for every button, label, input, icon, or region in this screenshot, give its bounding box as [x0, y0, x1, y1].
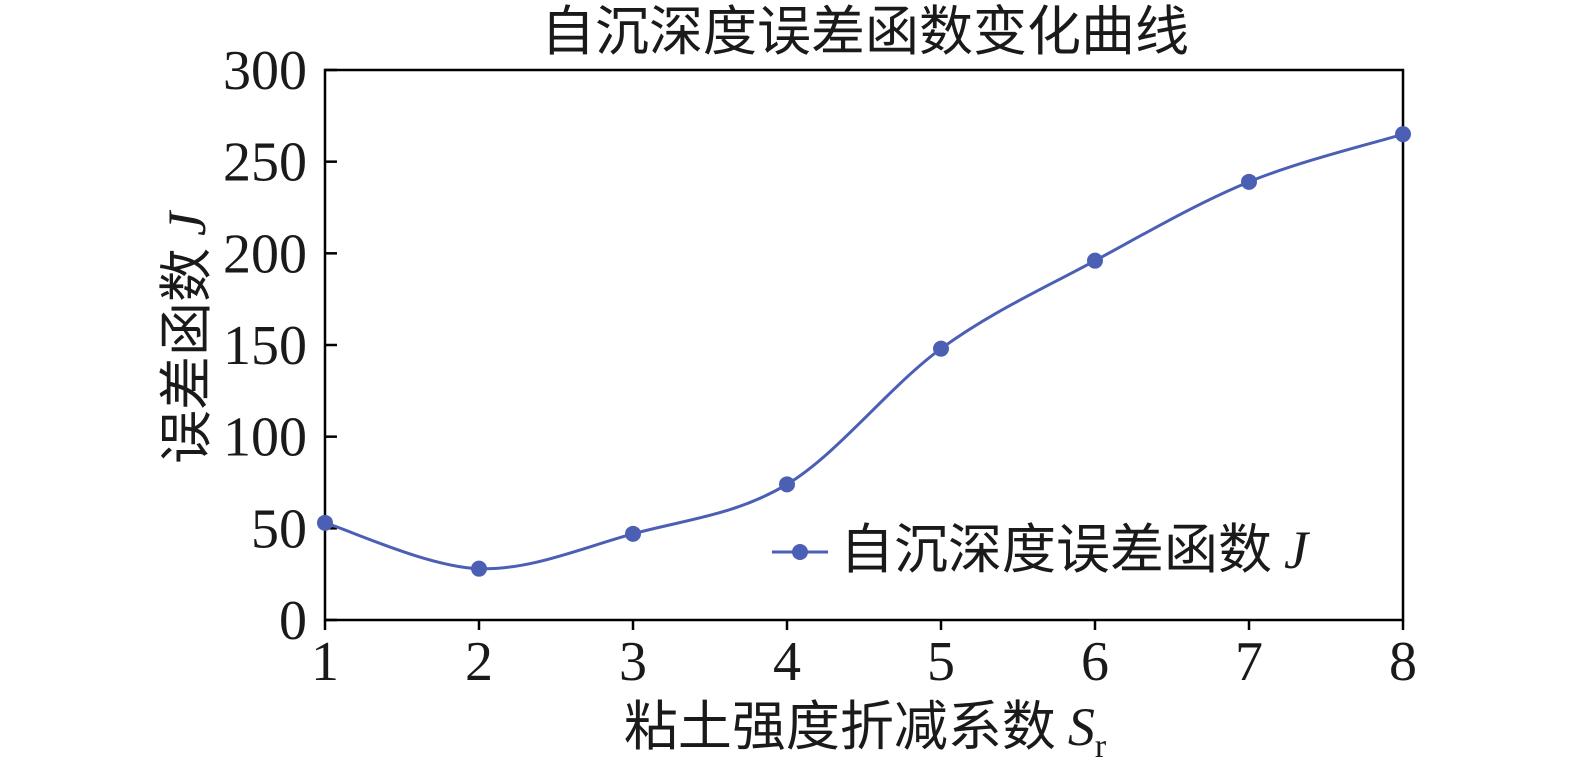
- y-tick-label: 100: [223, 407, 307, 469]
- y-axis-label-text: 误差函数: [157, 248, 217, 464]
- y-tick-label: 300: [223, 40, 307, 102]
- data-point: [625, 525, 641, 542]
- x-tick-label: 6: [1081, 631, 1109, 693]
- y-tick-label: 250: [223, 132, 307, 194]
- data-point: [933, 340, 949, 357]
- x-axis-label-subscript: r: [1095, 728, 1107, 765]
- x-tick-label: 8: [1389, 631, 1417, 693]
- data-point: [317, 514, 333, 531]
- series-layer: [317, 126, 1411, 577]
- y-tick-label: 150: [223, 315, 307, 377]
- y-tick-label: 200: [223, 223, 307, 285]
- y-axis-label: 误差函数 J: [157, 209, 217, 464]
- y-tick-label: 50: [251, 498, 307, 560]
- x-tick-label: 3: [619, 631, 647, 693]
- legend-label-text: 自沉深度误差函数: [840, 520, 1272, 580]
- x-tick-label: 4: [773, 631, 801, 693]
- data-point: [471, 560, 487, 577]
- series-line: [324, 132, 1404, 571]
- y-axis: 0 50 100 150 200 250 300: [223, 40, 337, 652]
- legend-label: 自沉深度误差函数 J: [840, 520, 1311, 580]
- x-tick-label: 1: [311, 631, 339, 693]
- legend-marker: [792, 544, 808, 560]
- legend: 自沉深度误差函数 J: [772, 520, 1311, 580]
- x-tick-label: 2: [465, 631, 493, 693]
- x-axis-label-text: 粘土强度折减系数: [624, 697, 1056, 757]
- data-point: [1241, 173, 1257, 190]
- y-tick-label: 0: [279, 590, 307, 652]
- data-point: [779, 476, 795, 493]
- chart-title: 自沉深度误差函数变化曲线: [541, 2, 1189, 62]
- y-axis-label-symbol: J: [157, 209, 217, 236]
- x-axis: 1 2 3 4 5 6 7 8: [311, 620, 1417, 693]
- x-tick-label: 7: [1235, 631, 1263, 693]
- x-axis-label: 粘土强度折减系数 Sr: [624, 697, 1107, 765]
- data-point: [1395, 126, 1411, 143]
- x-axis-label-symbol: S: [1068, 697, 1095, 757]
- legend-label-symbol: J: [1284, 520, 1311, 580]
- data-point: [1087, 252, 1103, 269]
- x-tick-label: 5: [927, 631, 955, 693]
